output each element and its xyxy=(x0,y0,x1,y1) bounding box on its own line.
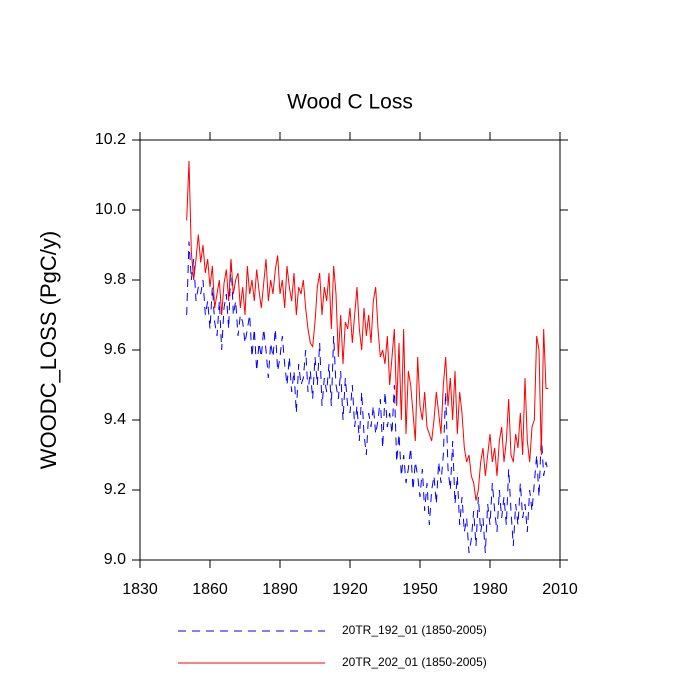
y-tick-label: 9.0 xyxy=(104,551,126,568)
x-tick-label: 1950 xyxy=(402,581,438,598)
y-tick-label: 9.2 xyxy=(104,481,126,498)
x-tick-label: 1860 xyxy=(192,581,228,598)
series-line xyxy=(186,160,549,501)
legend-label: 20TR_202_01 (1850-2005) xyxy=(342,655,487,669)
y-tick-label: 9.4 xyxy=(104,411,126,428)
legend-label: 20TR_192_01 (1850-2005) xyxy=(342,623,487,637)
chart-title: Wood C Loss xyxy=(287,91,413,114)
y-tick-label: 9.8 xyxy=(104,271,126,288)
x-tick-label: 1980 xyxy=(472,581,508,598)
y-tick-label: 10.0 xyxy=(95,201,126,218)
y-tick-label: 9.6 xyxy=(104,341,126,358)
y-tick-label: 10.2 xyxy=(95,131,126,148)
x-tick-label: 1890 xyxy=(262,581,298,598)
x-tick-label: 1830 xyxy=(122,581,158,598)
x-tick-label: 1920 xyxy=(332,581,368,598)
x-tick-label: 2010 xyxy=(542,581,578,598)
y-axis-label: WOODC_LOSS (PgC/y) xyxy=(36,231,61,469)
series-line xyxy=(186,241,549,554)
plot-frame xyxy=(139,139,561,561)
